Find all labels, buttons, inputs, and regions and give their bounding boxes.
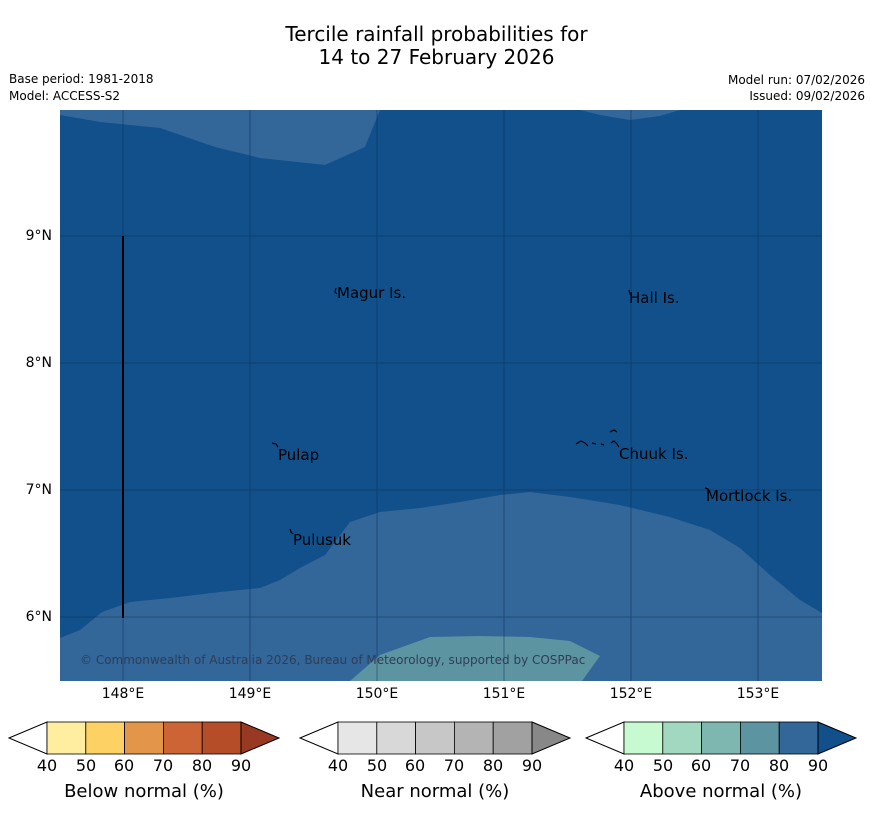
- below-tick-80: 80: [191, 756, 213, 775]
- island-outlines: [271, 287, 711, 535]
- lat-label-6n: 6°N: [25, 609, 52, 625]
- lat-label-7n: 7°N: [25, 482, 52, 498]
- above-70-region-north: [60, 110, 380, 165]
- above-60-region: [350, 636, 600, 681]
- lon-label-149e: 149°E: [228, 686, 272, 702]
- near-bin-5: [492, 721, 533, 755]
- copyright-notice: © Commonwealth of Australia 2026, Bureau…: [80, 653, 586, 667]
- near-bin-4: [453, 721, 494, 755]
- below-bin-2: [85, 721, 126, 755]
- lon-label-152e: 152°E: [609, 686, 653, 702]
- above-70-region-south: [60, 492, 822, 681]
- above-bin-5: [778, 721, 819, 755]
- below-bin-5: [201, 721, 242, 755]
- below-extend-high: [240, 721, 281, 755]
- mortlock-island-shape: [704, 487, 711, 493]
- above-tick-50: 50: [652, 756, 674, 775]
- pulusuk-island-shape: [289, 528, 294, 535]
- model-label: Model: ACCESS-S2: [9, 89, 121, 103]
- issued-label: Issued: 09/02/2026: [749, 89, 865, 103]
- below-extend-low: [8, 721, 48, 755]
- below-tick-40: 40: [36, 756, 58, 775]
- above-tick-90: 90: [807, 756, 829, 775]
- below-normal-colorbar: [8, 721, 281, 755]
- above-normal-colorbar: [585, 721, 858, 755]
- below-bin-4: [162, 721, 203, 755]
- above-tick-40: 40: [613, 756, 635, 775]
- near-tick-80: 80: [482, 756, 504, 775]
- above-tick-70: 70: [729, 756, 751, 775]
- lat-label-8n: 8°N: [25, 355, 52, 371]
- place-label-magur: Magur Is.: [337, 284, 407, 302]
- lon-label-150e: 150°E: [355, 686, 399, 702]
- below-bin-1: [46, 721, 87, 755]
- below-tick-60: 60: [113, 756, 135, 775]
- above-bin-1: [623, 721, 664, 755]
- above-normal-title: Above normal (%): [639, 781, 803, 802]
- below-tick-70: 70: [152, 756, 174, 775]
- chuuk-island-shape: [575, 429, 620, 448]
- near-bin-3: [415, 721, 455, 755]
- below-tick-90: 90: [230, 756, 252, 775]
- map-title-line1: Tercile rainfall probabilities for: [285, 22, 588, 46]
- base-period-label: Base period: 1981-2018: [9, 72, 154, 86]
- model-run-label: Model run: 07/02/2026: [727, 73, 865, 87]
- below-tick-50: 50: [75, 756, 97, 775]
- above-extend-high: [817, 721, 858, 755]
- near-tick-70: 70: [443, 756, 465, 775]
- above-bin-4: [739, 721, 780, 755]
- near-extend-high: [531, 721, 572, 755]
- near-tick-40: 40: [327, 756, 349, 775]
- place-label-mortlock: Mortlock Is.: [706, 487, 793, 505]
- near-tick-60: 60: [404, 756, 426, 775]
- above-70-region-northeast: [580, 110, 680, 120]
- near-normal-title: Near normal (%): [360, 781, 510, 802]
- near-extend-low: [299, 721, 339, 755]
- near-bin-1: [337, 721, 378, 755]
- place-label-pulap: Pulap: [278, 446, 320, 464]
- map-title-line2: 14 to 27 February 2026: [318, 45, 555, 69]
- above-tick-80: 80: [768, 756, 790, 775]
- below-bin-3: [124, 721, 164, 755]
- lat-label-9n: 9°N: [25, 228, 52, 244]
- lon-label-151e: 151°E: [482, 686, 526, 702]
- lon-label-148e: 148°E: [101, 686, 145, 702]
- map-canvas: [60, 110, 822, 681]
- hall-island-shape: [628, 289, 633, 296]
- place-label-hall: Hall Is.: [629, 289, 680, 307]
- magur-island-shape: [334, 287, 338, 295]
- near-bin-2: [376, 721, 417, 755]
- below-normal-title: Below normal (%): [64, 781, 224, 802]
- probability-map: [60, 110, 822, 681]
- near-tick-50: 50: [366, 756, 388, 775]
- above-bin-3: [701, 721, 741, 755]
- above-bin-2: [662, 721, 703, 755]
- graticule: [60, 110, 822, 681]
- place-label-pulusuk: Pulusuk: [293, 531, 351, 549]
- place-label-chuuk: Chuuk Is.: [619, 445, 689, 463]
- above-tick-60: 60: [690, 756, 712, 775]
- near-tick-90: 90: [521, 756, 543, 775]
- above-extend-low: [585, 721, 625, 755]
- near-normal-colorbar: [299, 721, 572, 755]
- lon-label-153e: 153°E: [736, 686, 780, 702]
- pulap-island-shape: [271, 442, 279, 448]
